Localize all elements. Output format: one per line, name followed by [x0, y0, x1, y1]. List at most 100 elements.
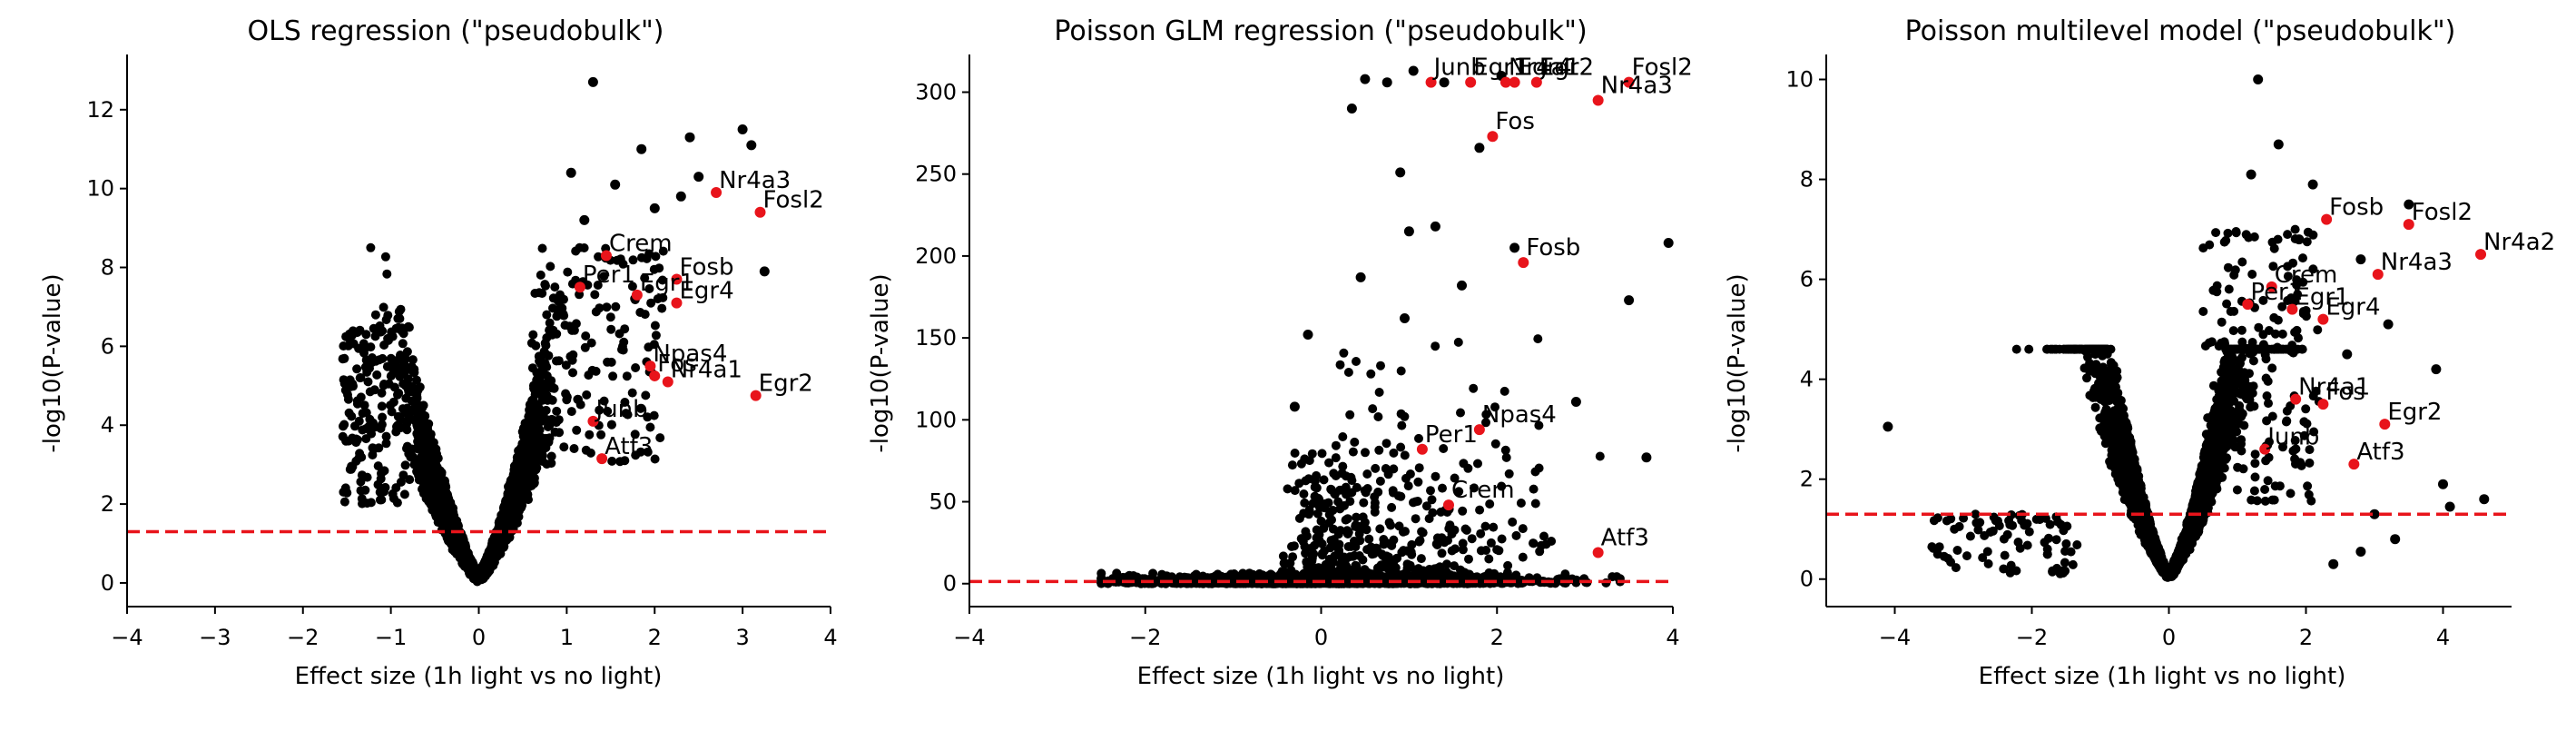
data-point	[513, 486, 523, 496]
data-point	[485, 560, 495, 570]
y-tick-label: 100	[915, 407, 957, 432]
y-tick-label: 12	[86, 97, 114, 123]
data-point	[620, 324, 630, 334]
x-tick-label: −4	[953, 625, 985, 650]
data-point	[536, 270, 546, 280]
data-point	[396, 304, 406, 314]
data-point	[373, 479, 383, 489]
data-point	[393, 322, 403, 332]
gene-label-egr4: Egr4	[679, 278, 733, 305]
data-point	[636, 143, 647, 154]
data-point	[422, 422, 432, 432]
data-point	[343, 390, 352, 400]
gene-label-crem: Crem	[609, 230, 673, 257]
data-point	[407, 444, 417, 454]
data-point	[584, 370, 594, 380]
data-point	[403, 321, 413, 331]
data-point	[356, 392, 366, 402]
data-point	[393, 420, 402, 430]
data-point	[435, 482, 445, 492]
data-point	[511, 474, 521, 484]
data-point	[443, 490, 453, 500]
data-point	[412, 375, 421, 385]
data-point	[746, 140, 757, 151]
data-point	[406, 452, 416, 462]
data-point	[542, 459, 552, 469]
data-point	[351, 456, 361, 466]
x-tick-label: 2	[648, 625, 662, 650]
data-point	[535, 356, 545, 366]
data-point	[559, 442, 569, 452]
data-point	[675, 191, 686, 202]
data-point	[550, 282, 560, 292]
data-point	[382, 269, 392, 279]
data-point	[339, 353, 349, 363]
data-point	[644, 342, 654, 352]
data-point	[581, 331, 591, 341]
data-point	[655, 433, 665, 443]
data-point	[402, 347, 412, 357]
data-point	[605, 312, 615, 322]
data-point	[611, 301, 621, 311]
data-point	[546, 262, 556, 272]
data-point	[490, 550, 500, 559]
y-tick-label: 200	[915, 243, 957, 269]
data-point	[402, 403, 412, 413]
data-point	[383, 333, 393, 343]
x-tick-label: 1	[560, 625, 574, 650]
data-point	[442, 516, 452, 526]
data-point	[413, 422, 423, 432]
data-point	[585, 430, 595, 440]
data-point	[478, 574, 488, 584]
data-point	[426, 433, 436, 443]
panel-title: OLS regression ("pseudobulk")	[247, 15, 664, 47]
data-point	[379, 487, 388, 497]
data-point	[510, 495, 520, 505]
y-axis-label: -log10(P-value)	[39, 273, 66, 452]
x-tick-label: −1	[375, 625, 407, 650]
data-point	[555, 428, 565, 438]
data-point	[526, 479, 535, 489]
data-point	[465, 559, 475, 569]
data-point	[651, 331, 661, 341]
data-point	[579, 214, 590, 225]
y-tick-label: 8	[101, 255, 114, 281]
data-point	[362, 499, 372, 509]
data-point	[378, 326, 388, 336]
data-point	[617, 344, 626, 354]
data-point	[344, 408, 354, 418]
gene-label-nr4a1: Nr4a1	[671, 356, 742, 383]
y-tick-label: 6	[101, 333, 114, 359]
data-point	[559, 311, 569, 321]
data-point	[386, 400, 396, 410]
data-point	[491, 535, 500, 545]
data-point	[362, 472, 372, 482]
y-tick-label: 10	[86, 176, 114, 202]
x-tick-label: 4	[823, 625, 837, 650]
data-point	[345, 329, 354, 339]
data-point	[545, 433, 555, 443]
data-point	[352, 435, 362, 445]
data-point	[457, 537, 466, 547]
data-point	[379, 302, 388, 312]
data-point	[342, 488, 352, 498]
data-point	[432, 466, 442, 475]
data-point	[737, 124, 748, 134]
data-point	[606, 357, 616, 367]
data-point	[405, 475, 415, 485]
data-point	[414, 470, 424, 480]
data-point	[562, 392, 572, 402]
data-point	[503, 497, 513, 507]
data-point	[527, 404, 537, 414]
data-point	[363, 377, 373, 387]
x-tick-label: 3	[735, 625, 749, 650]
data-point	[413, 410, 423, 420]
data-point	[388, 489, 398, 499]
data-point	[406, 386, 416, 396]
data-point	[517, 459, 527, 469]
x-axis-label: Effect size (1h light vs no light)	[1137, 663, 1505, 690]
data-point	[545, 318, 555, 328]
data-point	[650, 321, 660, 331]
data-point	[536, 434, 546, 444]
data-point	[518, 429, 528, 439]
